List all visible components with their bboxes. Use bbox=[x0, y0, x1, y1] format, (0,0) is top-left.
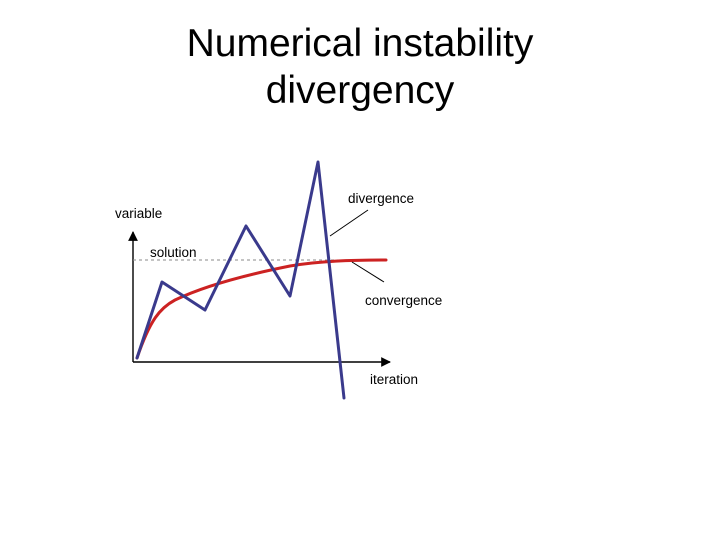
solution-label: solution bbox=[150, 245, 197, 260]
solution-curve bbox=[135, 258, 388, 360]
divergence-label: divergence bbox=[348, 191, 414, 206]
slide-title: Numerical instability divergency bbox=[0, 20, 720, 114]
x-axis-label: iteration bbox=[370, 372, 418, 387]
convergence-label: convergence bbox=[365, 293, 442, 308]
y-axis-label: variable bbox=[115, 206, 162, 221]
convergence-leader-line bbox=[351, 261, 385, 283]
title-line-2: divergency bbox=[265, 69, 455, 112]
title-line-1: Numerical instability bbox=[186, 22, 534, 65]
divergence-leader-line bbox=[329, 209, 369, 237]
iteration-path bbox=[135, 160, 346, 400]
